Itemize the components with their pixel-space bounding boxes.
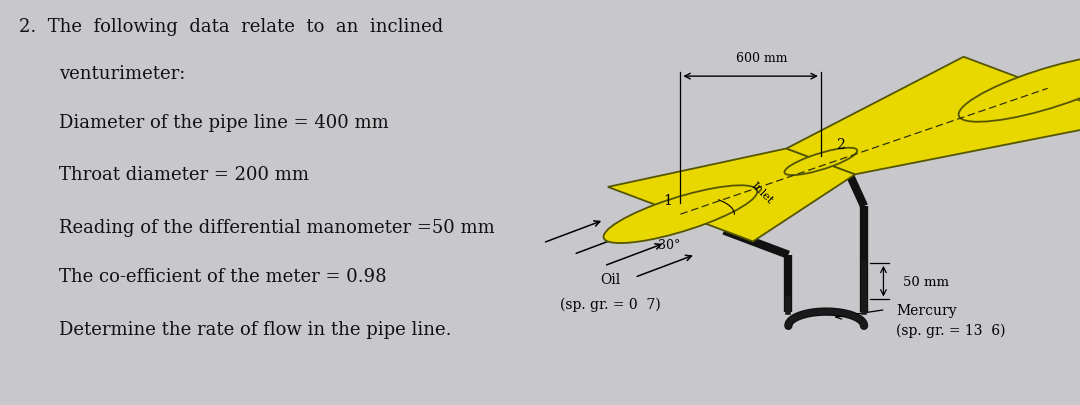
Text: 2.  The  following  data  relate  to  an  inclined: 2. The following data relate to an incli… [19, 18, 444, 36]
Text: Oil: Oil [600, 273, 620, 286]
Ellipse shape [959, 56, 1080, 122]
Text: 30°: 30° [659, 239, 680, 252]
Text: (sp. gr. = 0 7): (sp. gr. = 0 7) [559, 296, 661, 311]
Polygon shape [786, 58, 1080, 175]
Text: (sp. gr. = 13 6): (sp. gr. = 13 6) [896, 323, 1005, 337]
Text: Reading of the differential manometer =50 mm: Reading of the differential manometer =5… [59, 219, 495, 237]
Text: Diameter of the pipe line = 400 mm: Diameter of the pipe line = 400 mm [59, 113, 389, 131]
Text: Throat diameter = 200 mm: Throat diameter = 200 mm [59, 166, 309, 184]
Ellipse shape [784, 148, 858, 176]
Text: Mercury: Mercury [896, 303, 957, 317]
Polygon shape [608, 149, 855, 242]
Text: 50 mm: 50 mm [903, 275, 949, 288]
Text: 2: 2 [836, 138, 845, 152]
Ellipse shape [604, 186, 757, 243]
Text: 600 mm: 600 mm [735, 52, 787, 65]
Text: Determine the rate of flow in the pipe line.: Determine the rate of flow in the pipe l… [59, 320, 451, 338]
Text: Inlet: Inlet [748, 179, 774, 205]
Text: 1: 1 [663, 194, 672, 207]
Text: The co-efficient of the meter = 0.98: The co-efficient of the meter = 0.98 [59, 267, 387, 285]
Text: venturimeter:: venturimeter: [59, 65, 186, 83]
